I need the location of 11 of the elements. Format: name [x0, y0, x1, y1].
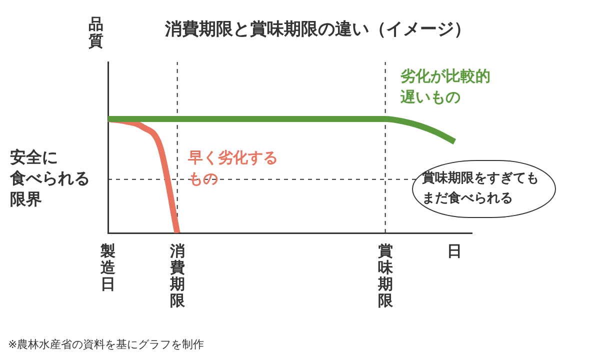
x-tick-label: 製造日 [100, 242, 116, 294]
text: ※農林水産省の資料を基にグラフを制作 [8, 337, 204, 352]
series-label: 早く劣化するもの [187, 148, 278, 188]
x-tick-label: 消費期限 [168, 242, 186, 310]
y-axis-title: 品質 [88, 14, 104, 50]
speech-bubble: 賞味期限をすぎてもまだ食べられる [412, 160, 556, 218]
series-label: 劣化が比較的遅いもの [399, 66, 490, 106]
x-tick-label: 賞味期限 [376, 242, 394, 310]
x-tick-label: 日 [447, 242, 462, 260]
ref-line-label: 安全に食べられる限界 [9, 148, 90, 209]
chart-title: 消費期限と賞味期限の違い（イメージ） [164, 19, 471, 40]
